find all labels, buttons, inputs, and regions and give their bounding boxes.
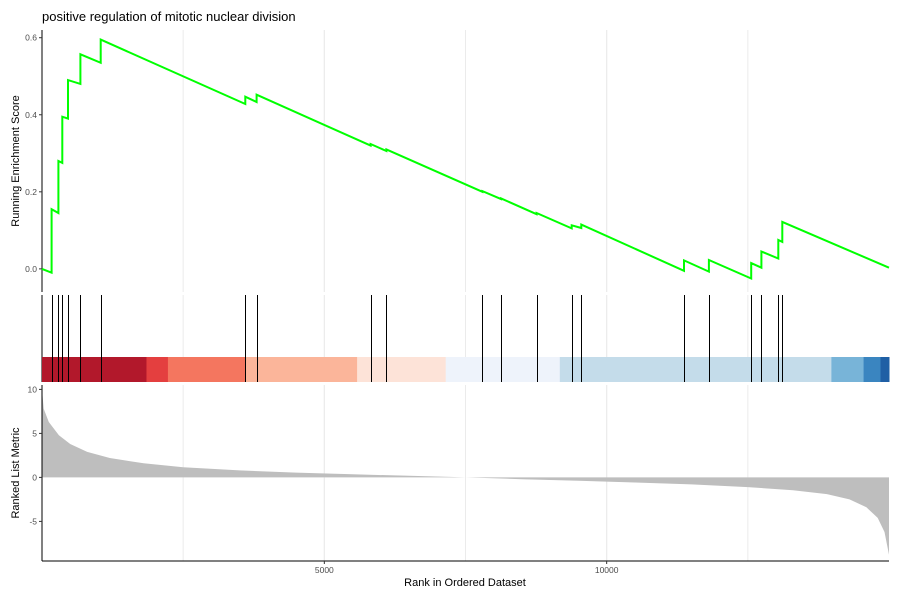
rank-y-tick-label: 5 [32,428,37,438]
color-band-segment [559,357,832,382]
color-band-segment [445,357,561,382]
color-band-segment [863,357,882,382]
rank-y-tick-label: 0 [32,472,37,482]
running-enrichment-score-line [41,38,890,281]
color-band-segment [42,357,147,382]
color-band-segment [357,357,447,382]
es-y-axis-label: Running Enrichment Score [10,95,22,226]
x-tick-label: 5000 [315,565,334,575]
rank-color-band [42,357,890,382]
es-y-tick-label: 0.6 [25,33,37,43]
rank-y-ticks: 10 5 0 -5 [28,384,42,526]
rank-y-tick-label: -5 [29,516,37,526]
color-band-segment [245,357,358,382]
es-panel-grid [182,30,749,292]
rank-y-axis-label: Ranked List Metric [10,427,22,519]
gene-hit-ticks [52,295,783,382]
es-y-ticks: 0.0 0.2 0.4 0.6 [25,33,42,274]
color-band-segment [146,357,169,382]
x-tick-label: 10000 [595,565,619,575]
es-y-tick-label: 0.2 [25,187,37,197]
color-band-segment [831,357,865,382]
x-axis-label: Rank in Ordered Dataset [404,577,526,589]
rank-panel-grid [182,385,749,561]
color-band-segment [880,357,890,382]
ranked-list-metric-area [42,389,889,555]
color-band-segment [167,357,246,382]
es-y-tick-label: 0.0 [25,264,37,274]
x-ticks: 5000 10000 [315,561,619,575]
es-y-tick-label: 0.4 [25,110,37,120]
chart-title: positive regulation of mitotic nuclear d… [42,9,296,24]
rank-y-tick-label: 10 [28,384,38,394]
